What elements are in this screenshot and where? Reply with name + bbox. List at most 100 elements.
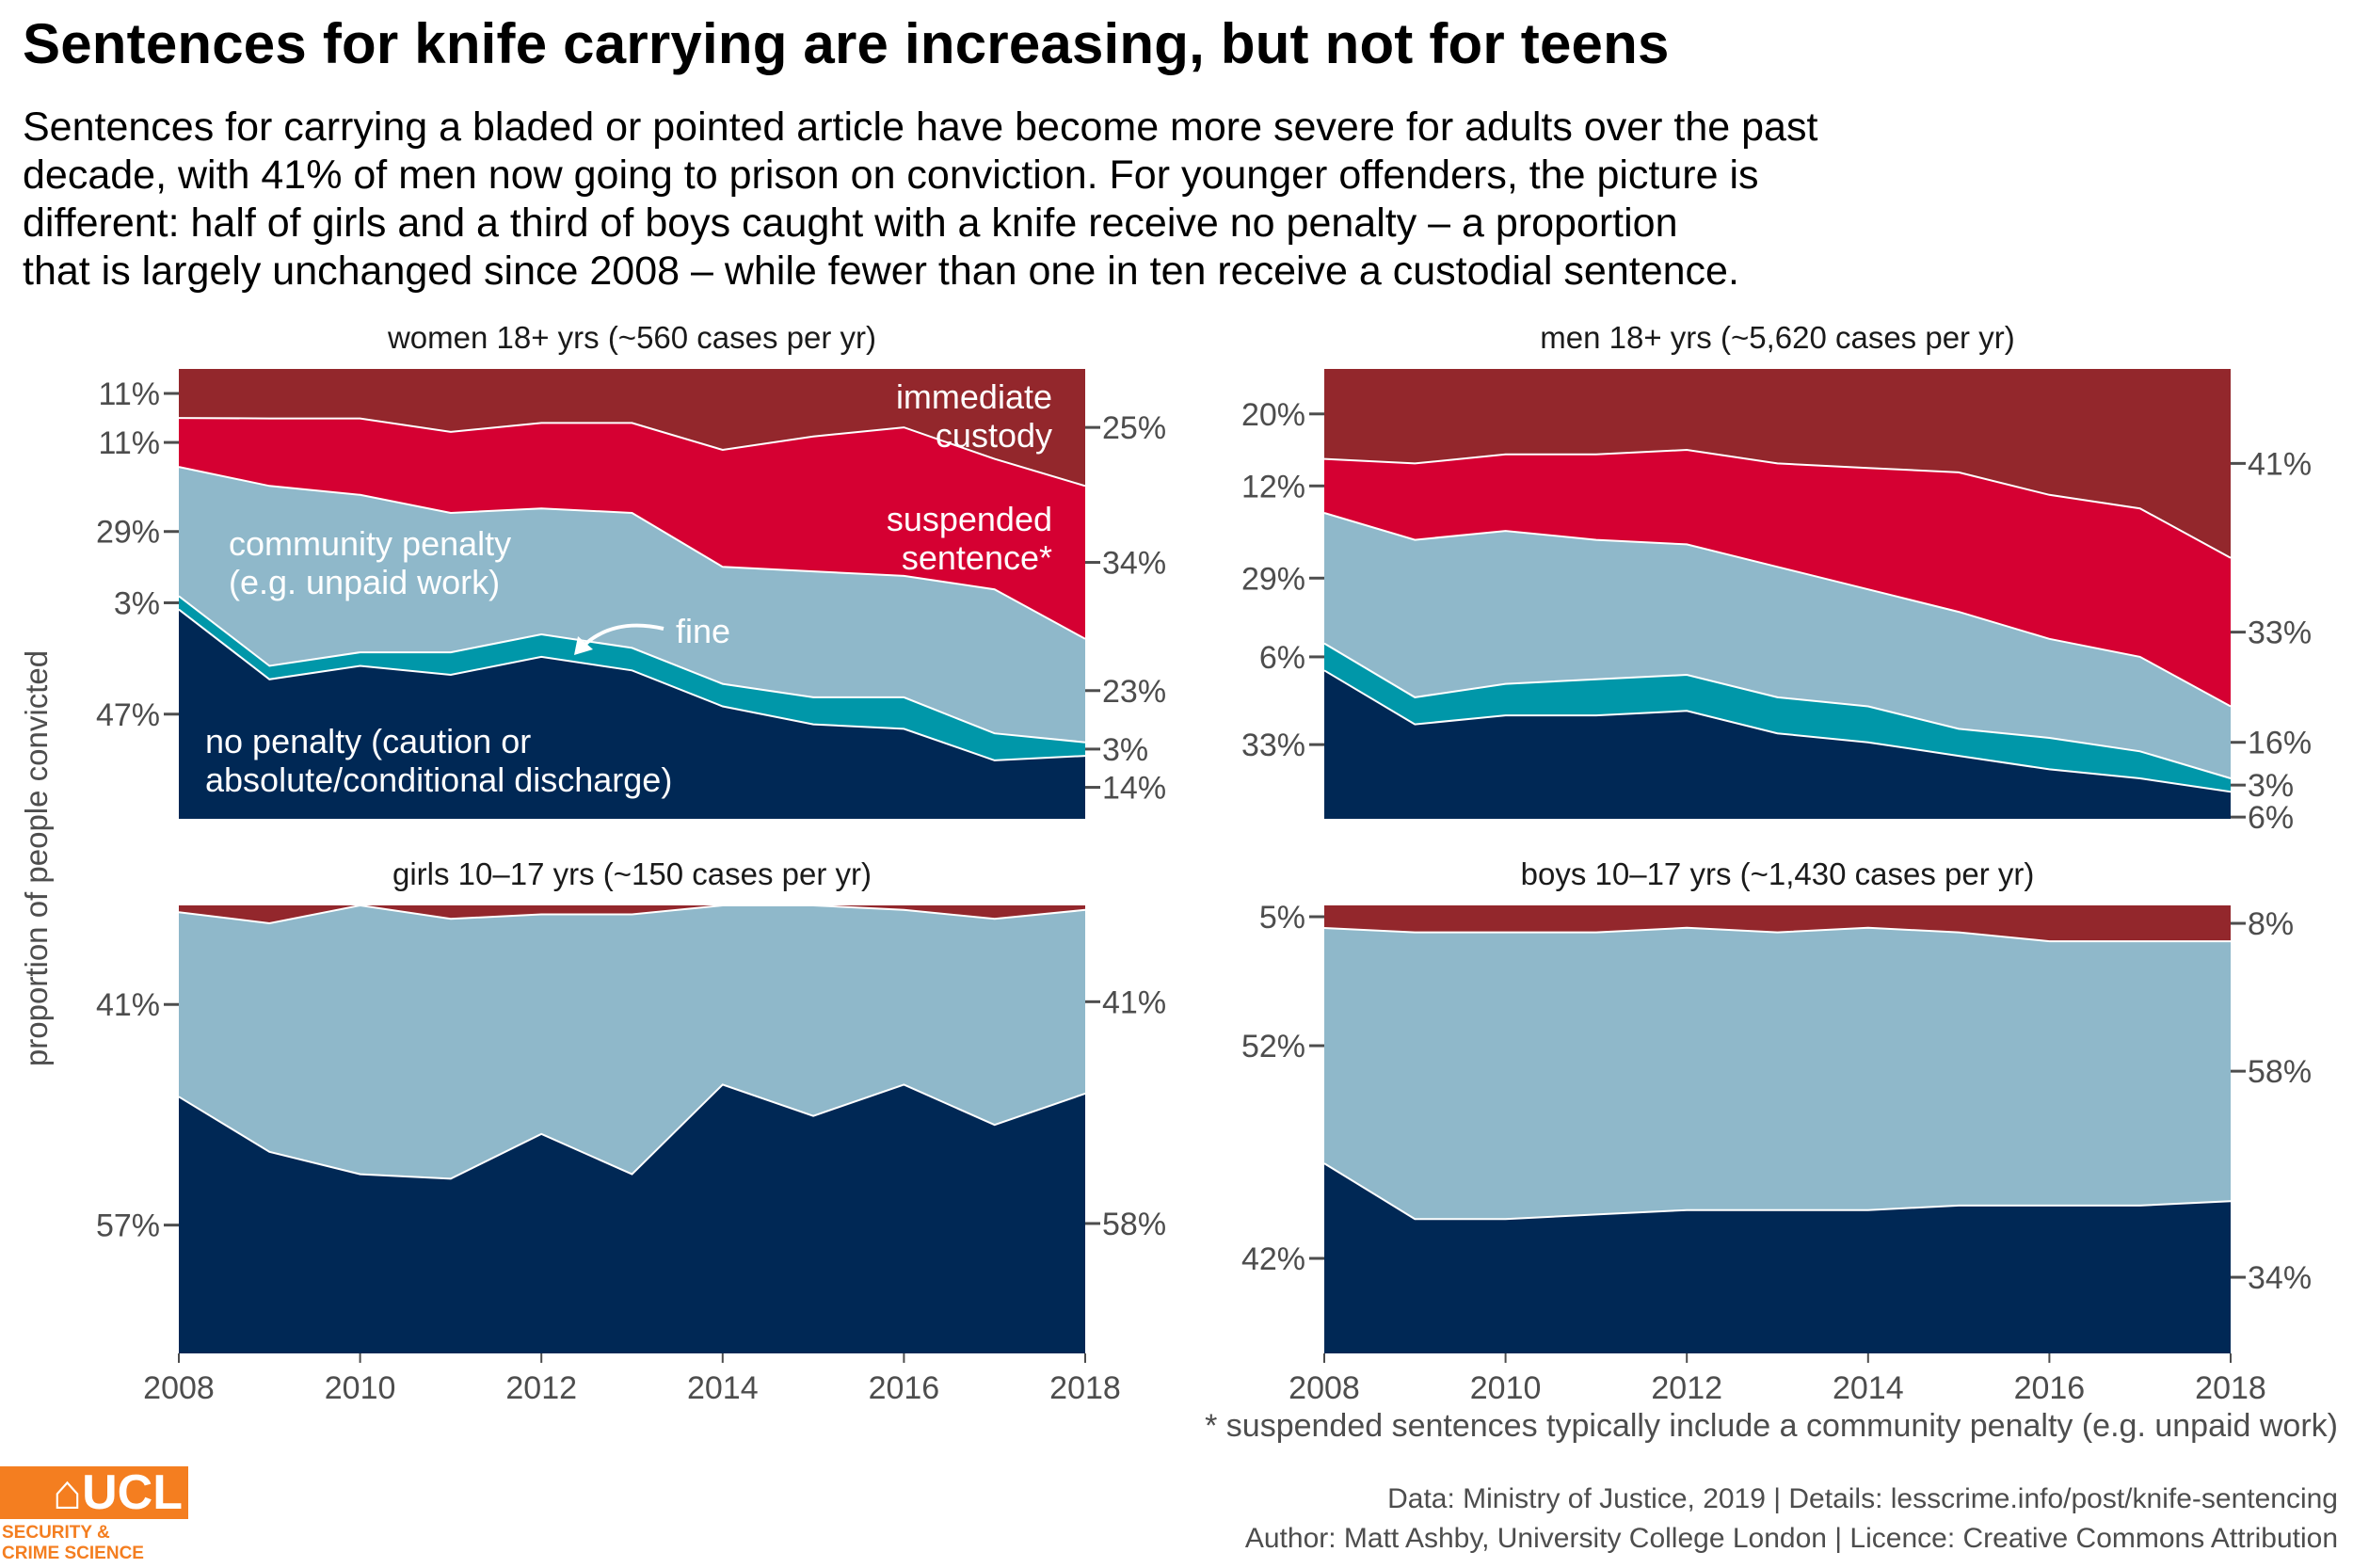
subtitle-line: different: half of girls and a third of … (23, 200, 1678, 246)
annotation-suspended-sentence: sentence* (902, 538, 1052, 577)
right-share-label: 8% (2248, 906, 2294, 942)
right-share-label: 14% (1102, 771, 1166, 807)
area-no_penalty (179, 609, 1085, 819)
left-share-label: 12% (1241, 469, 1305, 504)
tagline-line: SECURITY & (2, 1523, 110, 1543)
annotation-suspended-sentence: suspended (887, 500, 1052, 538)
subtitle-line: decade, with 41% of men now going to pri… (23, 152, 1759, 198)
area-immediate_custody (179, 369, 1085, 487)
source-caption: Data: Ministry of Justice, 2019 | Detail… (1245, 1480, 2338, 1559)
subtitle-line: that is largely unchanged since 2008 – w… (23, 248, 1739, 294)
right-share-label: 6% (2248, 800, 2294, 836)
x-tick-label: 2018 (2195, 1370, 2266, 1406)
left-share-label: 11% (98, 376, 160, 412)
x-tick-label: 2016 (2014, 1370, 2086, 1406)
caption-line: Author: Matt Ashby, University College L… (1244, 1523, 2338, 1554)
left-share-label: 6% (1259, 640, 1305, 676)
boundary-suspended_sentence (1323, 448, 2232, 559)
fine-arrow-head (574, 636, 593, 655)
x-tick-label: 2014 (687, 1370, 759, 1406)
area-community_penalty (1324, 513, 2231, 778)
area-community_penalty (179, 467, 1085, 743)
boundary-community_penalty (1323, 512, 2232, 708)
area-suspended_sentence (1324, 450, 2231, 707)
x-tick-label: 2014 (1833, 1370, 1904, 1406)
subtitle-line: Sentences for carrying a bladed or point… (23, 104, 1818, 150)
boundary-community_penalty (1323, 926, 2231, 943)
panel-title: men 18+ yrs (~5,620 cases per yr) (1540, 320, 2014, 355)
panel-title: women 18+ yrs (~560 cases per yr) (387, 320, 876, 355)
panel-boys: boys 10–17 yrs (~1,430 cases per yr) 5% 52… (1241, 856, 2312, 1406)
annotation-immediate-custody: custody (936, 416, 1052, 455)
right-share-label: 3% (1102, 732, 1148, 768)
right-share-label: 33% (2248, 616, 2312, 651)
right-share-label: 3% (2248, 768, 2294, 804)
fine-arrow (580, 623, 664, 649)
ucl-logo-tagline: SECURITY & CRIME SCIENCE (2, 1523, 144, 1564)
area-community_penalty (1324, 927, 2231, 1220)
caption-line: Data: Ministry of Justice, 2019 | Detail… (1387, 1483, 2338, 1514)
annotation-fine: fine (676, 612, 730, 650)
left-share-label: 29% (1241, 561, 1305, 597)
x-tick-label: 2010 (1470, 1370, 1542, 1406)
area-community_penalty (179, 905, 1085, 1179)
boundary-fine (1323, 642, 2232, 779)
left-share-label: 41% (96, 987, 160, 1023)
panel-men: men 18+ yrs (~5,620 cases per yr) 20% 12% 2… (1241, 320, 2312, 836)
boundary-fine (178, 595, 1086, 744)
x-tick-label: 2008 (143, 1370, 215, 1406)
area-no_penalty (1324, 1163, 2231, 1353)
right-share-label: 41% (2248, 446, 2312, 482)
right-share-label: 34% (1102, 546, 1166, 582)
panel-title: girls 10–17 yrs (~150 cases per yr) (392, 856, 872, 891)
footnote: * suspended sentences typically include … (1205, 1408, 2338, 1444)
left-share-label: 52% (1241, 1029, 1305, 1064)
boundary-suspended_sentence (178, 417, 1086, 488)
panel-title: boys 10–17 yrs (~1,430 cases per yr) (1521, 856, 2035, 891)
area-no_penalty (1324, 670, 2231, 819)
boundary-community_penalty (178, 904, 1086, 925)
right-share-label: 41% (1102, 984, 1166, 1020)
tagline-line: CRIME SCIENCE (2, 1544, 144, 1563)
chart-subtitle: Sentences for carrying a bladed or point… (23, 104, 2187, 296)
right-share-label: 16% (2248, 726, 2312, 761)
annotation-community-penalty: (e.g. unpaid work) (229, 563, 500, 601)
annotation-immediate-custody: immediate (896, 377, 1052, 416)
left-share-label: 5% (1259, 900, 1305, 936)
left-share-label: 42% (1241, 1241, 1305, 1277)
left-share-label: 57% (96, 1208, 160, 1244)
annotation-no-penalty: absolute/conditional discharge) (205, 760, 672, 799)
ucl-logo-box: ⌂UCL (0, 1466, 188, 1519)
chart-title: Sentences for knife carrying are increas… (23, 12, 1670, 75)
ucl-logo: ⌂UCL SECURITY & CRIME SCIENCE (0, 1466, 188, 1568)
left-share-label: 33% (1241, 728, 1305, 763)
boundary-no_penalty (1323, 669, 2232, 793)
right-share-label: 58% (1102, 1207, 1166, 1242)
x-tick-label: 2008 (1289, 1370, 1360, 1406)
right-share-label: 34% (2248, 1260, 2312, 1296)
boundary-community_penalty (178, 466, 1086, 640)
left-share-label: 3% (114, 585, 160, 621)
area-fine (1324, 643, 2231, 792)
right-share-label: 58% (2248, 1054, 2312, 1090)
ucl-logo-text: ⌂UCL (52, 1465, 183, 1520)
x-tick-label: 2016 (869, 1370, 940, 1406)
y-axis-label: proportion of people convicted (19, 650, 54, 1066)
left-share-label: 47% (96, 697, 160, 733)
x-tick-label: 2012 (1651, 1370, 1722, 1406)
x-tick-label: 2010 (325, 1370, 396, 1406)
area-suspended_sentence (179, 418, 1085, 639)
boundary-no_penalty (178, 608, 1086, 761)
x-tick-label: 2018 (1049, 1370, 1121, 1406)
panel-women: women 18+ yrs (~560 cases per yr) 11% 11% 2… (96, 320, 1166, 819)
right-share-label: 23% (1102, 674, 1166, 710)
area-fine (179, 596, 1085, 760)
left-share-label: 11% (98, 425, 160, 461)
boundary-no_penalty (178, 1083, 1086, 1180)
annotation-community-penalty: community penalty (229, 524, 511, 563)
area-no_penalty (179, 1084, 1085, 1353)
left-share-label: 29% (96, 515, 160, 551)
boundary-no_penalty (1323, 1162, 2232, 1221)
annotation-no-penalty: no penalty (caution or (205, 722, 531, 760)
